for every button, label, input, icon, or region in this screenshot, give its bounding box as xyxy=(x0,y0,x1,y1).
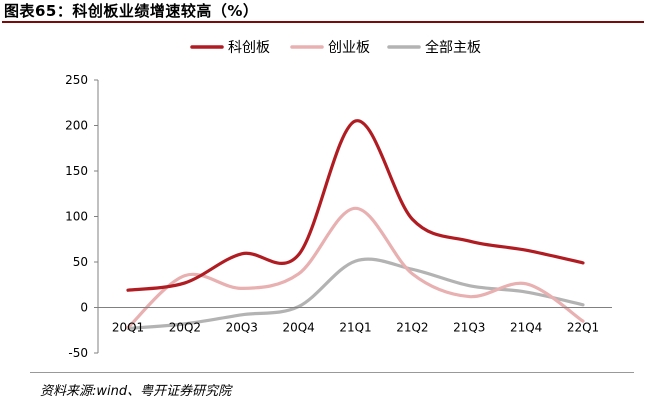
legend-label: 创业板 xyxy=(328,40,370,56)
title-underline xyxy=(2,21,644,23)
y-tick-label: 250 xyxy=(65,73,88,87)
x-tick-label: 21Q2 xyxy=(396,321,428,335)
chart-title: 图表65：科创板业绩增速较高（%） xyxy=(4,2,259,20)
y-tick-label: 0 xyxy=(80,301,88,315)
y-tick-label: 150 xyxy=(65,164,88,178)
y-tick-label: 50 xyxy=(73,255,88,269)
x-tick-label: 21Q4 xyxy=(510,321,542,335)
source-note: 资料来源:wind、粤开证券研究院 xyxy=(40,384,232,399)
y-tick-label: 200 xyxy=(65,119,88,133)
series-line-3 xyxy=(126,257,585,331)
series-line-2 xyxy=(126,206,585,330)
x-tick-label: 20Q3 xyxy=(226,321,258,335)
y-tick-label: 100 xyxy=(65,210,88,224)
legend-label: 科创板 xyxy=(228,40,270,56)
x-tick-label: 21Q3 xyxy=(453,321,485,335)
series-line-1 xyxy=(126,119,585,292)
x-tick-label: 20Q2 xyxy=(169,321,201,335)
x-tick-label: 22Q1 xyxy=(567,321,599,335)
x-tick-label: 21Q1 xyxy=(339,321,371,335)
x-tick-label: 20Q1 xyxy=(112,321,144,335)
x-tick-label: 20Q4 xyxy=(282,321,314,335)
y-tick-label: -50 xyxy=(68,346,88,360)
legend-label: 全部主板 xyxy=(425,39,481,56)
source-divider xyxy=(30,372,634,373)
